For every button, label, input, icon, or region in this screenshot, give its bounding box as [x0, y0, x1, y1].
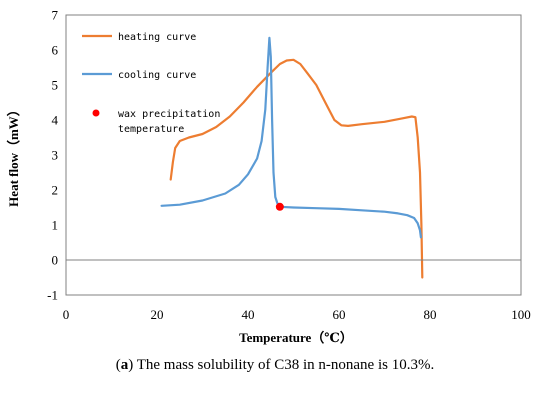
y-tick-label: 7: [52, 8, 59, 23]
x-tick-label: 100: [511, 307, 531, 322]
legend-wax-marker: [92, 109, 100, 117]
figure-caption: (a) The mass solubility of C38 in n-nona…: [0, 357, 550, 374]
cooling-curve-line: [160, 36, 422, 239]
x-tick-label: 60: [333, 307, 346, 322]
y-tick-label: 4: [52, 113, 59, 128]
legend: heating curve cooling curve wax precipit…: [82, 32, 220, 135]
x-axis-title: Temperature（℃）: [239, 330, 353, 345]
x-tick-label: 0: [63, 307, 70, 322]
legend-wax-label-line2: temperature: [118, 124, 184, 135]
legend-wax-label-line1: wax precipitation: [118, 109, 220, 120]
y-tick-label: 5: [52, 78, 59, 93]
y-axis-title: Heat flow（mW）: [6, 103, 21, 207]
series-layer: [160, 36, 424, 279]
wax-precipitation-point: [275, 202, 284, 211]
y-tick-label: -1: [47, 288, 58, 303]
y-tick-label: 0: [52, 253, 59, 268]
caption-letter: a: [120, 357, 129, 373]
caption-text: ) The mass solubility of C38 in n-nonane…: [128, 357, 435, 373]
x-tick-label: 20: [151, 307, 164, 322]
legend-cooling-label: cooling curve: [118, 70, 196, 81]
y-tick-label: 2: [52, 183, 59, 198]
plot-frame: [65, 14, 522, 296]
annotation-layer: [275, 202, 284, 211]
x-tick-label: 40: [242, 307, 255, 322]
x-axis-ticks: 0 20 40 60 80 100: [63, 307, 531, 322]
x-tick-label: 80: [424, 307, 437, 322]
chart: -1 0 1 2 3 4 5 6 7 0 20 40 60 80 100 heating curve co…: [6, 8, 531, 346]
y-tick-label: 6: [52, 43, 59, 58]
legend-heating-label: heating curve: [118, 32, 196, 43]
y-tick-label: 3: [52, 148, 59, 163]
y-tick-label: 1: [52, 218, 59, 233]
caption-prefix: (: [115, 357, 121, 373]
y-axis-ticks: -1 0 1 2 3 4 5 6 7: [47, 8, 58, 303]
heating-curve-line: [169, 58, 424, 279]
